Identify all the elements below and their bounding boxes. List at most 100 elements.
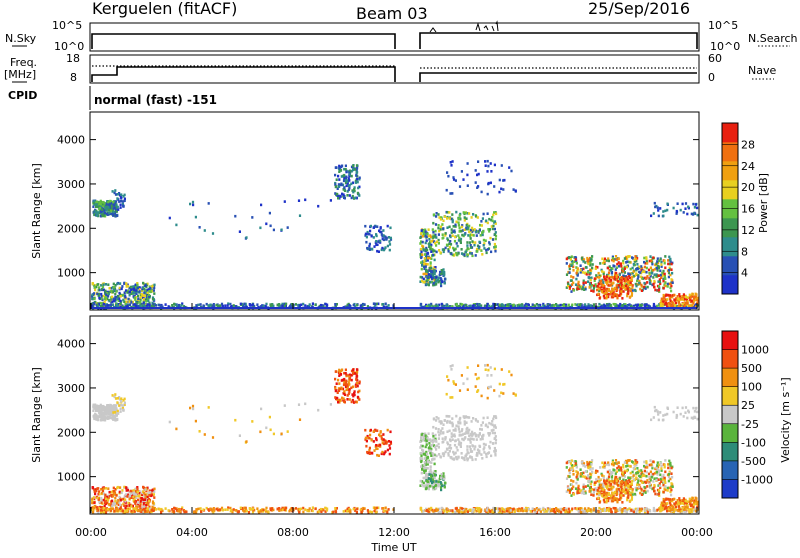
scatter-cell — [687, 206, 689, 209]
scatter-cell — [683, 211, 685, 214]
scatter-cell — [340, 373, 342, 376]
scatter-cell — [692, 213, 694, 216]
scatter-cell — [615, 268, 617, 271]
scatter-cell — [93, 297, 95, 300]
scatter-cell — [314, 304, 316, 307]
scatter-cell — [583, 511, 585, 514]
scatter-cell — [426, 283, 428, 286]
scatter-cell — [94, 415, 96, 418]
scatter-cell — [581, 257, 583, 260]
scatter-cell — [193, 511, 195, 514]
scatter-cell — [626, 266, 628, 269]
scatter-cell — [125, 505, 127, 508]
scatter-cell — [343, 510, 345, 513]
scatter-cell — [646, 281, 648, 284]
scatter-cell — [95, 409, 97, 412]
scatter-cell — [356, 371, 358, 374]
scatter-cell — [120, 295, 122, 298]
scatter-cell — [104, 290, 106, 293]
scatter-cell — [483, 239, 485, 242]
scatter-cell — [120, 206, 122, 209]
scatter-cell — [452, 438, 454, 441]
scatter-cell — [367, 509, 369, 512]
scatter-cell — [423, 453, 425, 456]
scatter-cell — [481, 253, 483, 256]
scatter-cell — [593, 287, 595, 290]
scatter-cell — [567, 282, 569, 285]
scatter-cell — [124, 402, 126, 405]
scatter-cell — [109, 491, 111, 494]
scatter-cell — [458, 428, 460, 431]
scatter-cell — [481, 457, 483, 460]
scatter-cell — [437, 431, 439, 434]
scatter-cell — [640, 265, 642, 268]
scatter-cell — [204, 229, 206, 232]
scatter-cell — [430, 267, 432, 270]
scatter-cell — [466, 244, 468, 247]
scatter-cell — [112, 213, 114, 216]
scatter-cell — [657, 509, 659, 512]
scatter-cell — [124, 303, 126, 306]
scatter-cell — [628, 261, 630, 264]
scatter-cell — [357, 396, 359, 399]
scatter-cell — [353, 188, 355, 191]
scatter-cell — [382, 303, 384, 306]
scatter-cell — [435, 223, 437, 226]
scatter-cell — [441, 485, 443, 488]
scatter-cell — [482, 438, 484, 441]
scatter-cell — [356, 171, 358, 174]
scatter-cell — [495, 449, 497, 452]
scatter-cell — [427, 467, 429, 470]
scatter-cell — [474, 445, 476, 448]
scatter-cell — [476, 303, 478, 306]
scatter-cell — [215, 508, 217, 511]
scatter-cell — [345, 165, 347, 168]
scatter-cell — [136, 505, 138, 508]
scatter-cell — [389, 243, 391, 246]
scatter-cell — [332, 511, 334, 514]
scatter-cell — [651, 272, 653, 275]
scatter-cell — [132, 492, 134, 495]
scatter-cell — [388, 440, 390, 443]
scatter-cell — [132, 496, 134, 499]
scatter-cell — [432, 249, 434, 252]
scatter-cell — [113, 490, 115, 493]
scatter-cell — [144, 294, 146, 297]
scatter-cell — [571, 304, 573, 307]
scatter-cell — [385, 303, 387, 306]
scatter-cell — [465, 416, 467, 419]
scatter-cell — [492, 228, 494, 231]
scatter-cell — [573, 289, 575, 292]
scatter-cell — [235, 509, 237, 512]
scatter-cell — [92, 282, 94, 285]
scatter-cell — [625, 280, 627, 283]
scatter-cell — [420, 276, 422, 279]
scatter-cell — [378, 230, 380, 233]
scatter-cell — [442, 271, 444, 274]
scatter-cell — [359, 177, 361, 180]
scatter-cell — [480, 234, 482, 237]
scatter-cell — [441, 223, 443, 226]
scatter-cell — [653, 283, 655, 286]
scatter-cell — [538, 305, 540, 308]
scatter-cell — [221, 509, 223, 512]
scatter-cell — [139, 300, 141, 303]
scatter-cell — [444, 278, 446, 281]
nave-label: Nave — [748, 64, 776, 77]
scatter-cell — [336, 193, 338, 196]
scatter-cell — [115, 200, 117, 203]
scatter-cell — [116, 487, 118, 490]
scatter-cell — [430, 480, 432, 483]
scatter-cell — [113, 510, 115, 513]
scatter-cell — [626, 260, 628, 263]
scatter-cell — [441, 427, 443, 430]
scatter-cell — [485, 220, 487, 223]
scatter-cell — [631, 276, 633, 279]
scatter-cell — [631, 256, 633, 259]
scatter-cell — [117, 193, 119, 196]
scatter-cell — [288, 510, 290, 513]
scatter-cell — [114, 500, 116, 503]
scatter-cell — [583, 288, 585, 291]
scatter-cell — [665, 302, 667, 305]
